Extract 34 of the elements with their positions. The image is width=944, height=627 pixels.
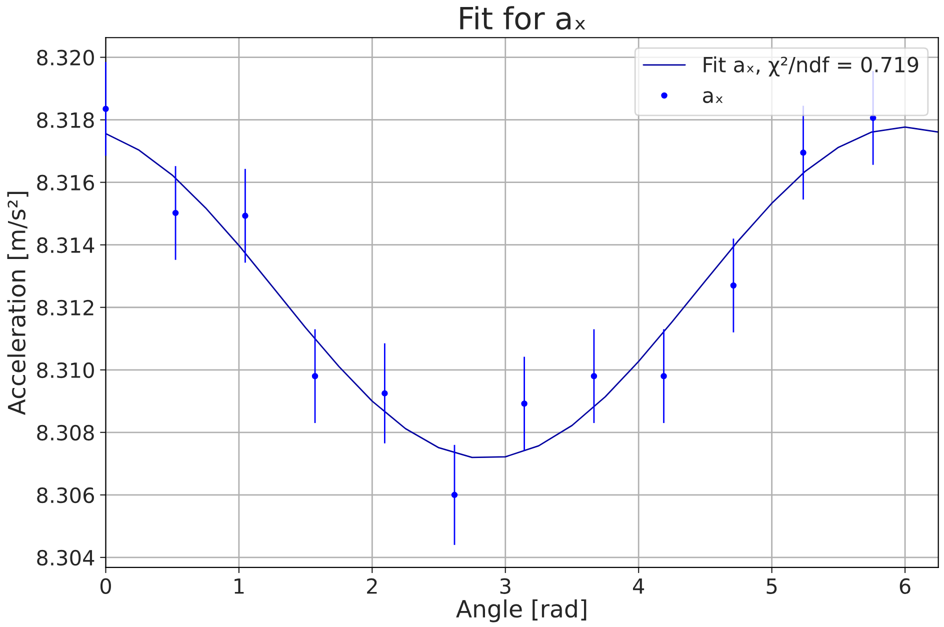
point <box>660 373 667 380</box>
x-tick-label: 4 <box>632 578 644 594</box>
point <box>730 282 737 289</box>
y-tick-label: 8.314 <box>37 237 94 254</box>
legend-label: aₓ <box>703 91 723 104</box>
y-tick-label: 8.320 <box>37 50 94 66</box>
point <box>870 114 876 122</box>
x-axis-title: Angle [rad] <box>456 599 586 622</box>
point <box>382 390 388 396</box>
y-tick-label: 8.310 <box>37 362 94 378</box>
x-tick-label: 0 <box>100 578 111 594</box>
point <box>242 212 248 219</box>
y-tick-label: 8.316 <box>37 174 94 191</box>
y-axis-title: Acceleration [m/s²] <box>7 192 28 416</box>
y-tick-label: 8.308 <box>37 424 94 441</box>
y-tick-label: 8.318 <box>37 112 94 128</box>
line-series <box>106 126 938 458</box>
legend-label: Fit aₓ, χ²/ndf = 0.719 <box>704 56 918 77</box>
point <box>590 373 598 380</box>
chart-title: Fit for aₓ <box>460 6 586 30</box>
point <box>312 373 318 380</box>
point <box>102 106 109 112</box>
x-tick-label: 6 <box>900 578 910 594</box>
y-tick-label: 8.306 <box>37 487 94 504</box>
x-tick-label: 1 <box>234 578 244 594</box>
x-tick-label: 3 <box>500 578 510 594</box>
x-tick-label: 2 <box>367 578 377 594</box>
point <box>521 400 528 407</box>
y-tick-label: 8.312 <box>37 300 94 316</box>
x-tick-label: 5 <box>766 578 777 594</box>
point <box>172 210 179 216</box>
point <box>451 492 458 498</box>
point <box>800 150 806 156</box>
y-tick-label: 8.304 <box>37 550 94 566</box>
